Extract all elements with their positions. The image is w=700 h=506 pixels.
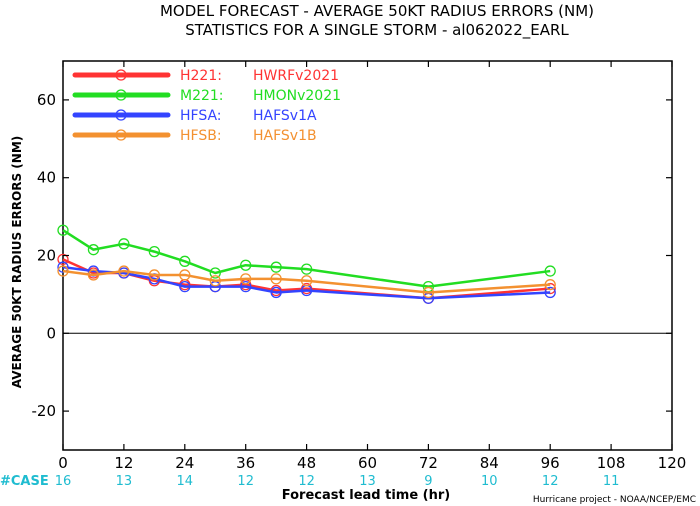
data-point-hfsb — [57, 265, 69, 277]
legend-marker-hfsb — [115, 129, 127, 141]
x-tick-label: 60 — [358, 454, 377, 472]
data-point-hfsb — [240, 273, 252, 285]
x-tick-label: 36 — [236, 454, 255, 472]
legend-code-h221: H221: — [180, 68, 222, 84]
series-line-m221 — [62, 229, 551, 288]
x-tick-label: 120 — [658, 454, 687, 472]
series-line-h221 — [62, 258, 551, 300]
legend-label-h221: HWRFv2021 — [253, 68, 339, 84]
data-point-hfsa — [240, 280, 252, 293]
case-count: 16 — [55, 474, 72, 489]
case-label: #CASE — [0, 474, 49, 489]
legend-code-hfsb: HFSB: — [180, 128, 222, 144]
data-point-hfsb — [544, 279, 556, 291]
data-point-hfsa — [270, 286, 282, 299]
case-layer: 16 13 14 12 12 13 9 10 12 11 — [55, 474, 620, 489]
legend-label-m221: HMONv2021 — [253, 88, 341, 104]
case-count: 11 — [603, 474, 620, 489]
legend-marker-m221 — [115, 89, 127, 101]
legend: H221: HWRFv2021 M221: HMONv2021 HFSA: HAFSv1A… — [72, 68, 341, 144]
chart-title-line1: MODEL FORECAST - AVERAGE 50KT RADIUS ERR… — [160, 2, 594, 20]
data-point-hfsb — [179, 269, 191, 281]
data-point-hfsb — [209, 275, 221, 287]
legend-marker-h221 — [115, 69, 127, 81]
tick-layer: 0 12 24 36 48 60 72 84 96 108 120 -20 0 20 40 60 — [32, 61, 687, 472]
case-count: 13 — [359, 474, 376, 489]
legend-label-hfsb: HAFSv1B — [253, 128, 317, 144]
y-tick-label: 20 — [37, 247, 56, 265]
series-line-hfsb — [62, 269, 551, 294]
data-point-hfsb — [148, 269, 161, 281]
y-tick-label: 40 — [37, 169, 56, 187]
data-point-m221 — [544, 265, 556, 277]
x-tick-label: 0 — [58, 454, 68, 472]
case-count: 12 — [237, 474, 254, 489]
data-point-m221 — [179, 255, 191, 267]
y-tick-label: 0 — [46, 324, 56, 342]
y-axis-label: AVERAGE 50KT RADIUS ERRORS (NM) — [10, 136, 24, 388]
chart-title-line2: STATISTICS FOR A SINGLE STORM - al062022… — [185, 21, 569, 40]
y-tick-label: -20 — [32, 402, 57, 420]
x-axis-label: Forecast lead time (hr) — [282, 488, 450, 503]
legend-marker-hfsa — [115, 109, 127, 121]
legend-code-hfsa: HFSA: — [180, 108, 222, 124]
data-point-hfsb — [270, 273, 282, 285]
data-point-m221 — [87, 244, 100, 256]
case-count: 10 — [481, 474, 498, 489]
data-point-hfsb — [300, 275, 313, 287]
x-tick-label: 72 — [419, 454, 438, 472]
data-point-m221 — [57, 224, 69, 236]
data-point-hfsb — [87, 269, 100, 281]
case-count: 12 — [298, 474, 315, 489]
credit-text: Hurricane project - NOAA/NCEP/EMC — [533, 495, 696, 505]
case-count: 9 — [424, 474, 432, 489]
data-point-m221 — [209, 267, 221, 279]
x-tick-label: 48 — [297, 454, 316, 472]
legend-code-m221: M221: — [180, 88, 224, 104]
series-layer — [57, 224, 556, 304]
case-count: 12 — [542, 474, 559, 489]
case-count: 14 — [177, 474, 194, 489]
data-point-hfsb — [422, 286, 435, 299]
data-point-m221 — [148, 245, 161, 258]
legend-label-hfsa: HAFSv1A — [253, 108, 317, 124]
data-point-m221 — [118, 238, 130, 250]
x-tick-label: 84 — [480, 454, 499, 472]
y-tick-label: 60 — [37, 91, 56, 109]
data-point-h221 — [57, 253, 69, 266]
data-point-hfsa — [179, 280, 191, 293]
data-point-m221 — [270, 261, 282, 273]
x-tick-label: 108 — [597, 454, 626, 472]
case-count: 13 — [116, 474, 133, 489]
plot-frame — [62, 60, 673, 451]
data-point-hfsb — [118, 265, 130, 277]
x-tick-label: 24 — [175, 454, 194, 472]
x-tick-label: 12 — [114, 454, 133, 472]
data-point-hfsa — [544, 286, 556, 299]
data-point-m221 — [300, 263, 313, 275]
x-tick-label: 96 — [541, 454, 560, 472]
data-point-m221 — [240, 259, 252, 271]
